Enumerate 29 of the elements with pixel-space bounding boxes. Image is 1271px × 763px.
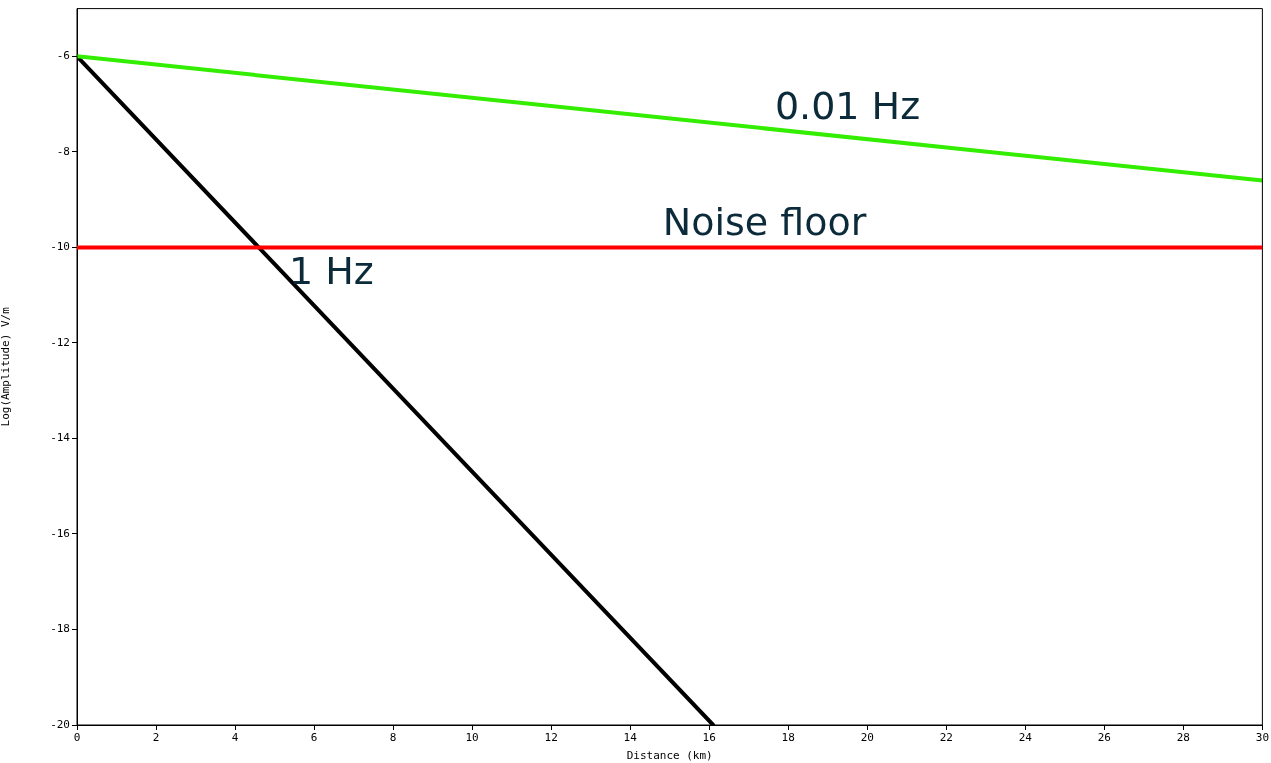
x-tick-label: 12 [544, 731, 558, 745]
x-tick-label: 30 [1255, 731, 1269, 745]
x-tick-label: 16 [702, 731, 716, 745]
x-axis-title: Distance (km) [626, 749, 713, 763]
x-tick-label: 0 [73, 731, 81, 745]
x-tick-label: 8 [389, 731, 397, 745]
x-tick-label: 2 [152, 731, 160, 745]
x-tick-label: 14 [623, 731, 638, 745]
y-tick-label: -16 [50, 526, 70, 540]
x-tick-label: 24 [1018, 731, 1033, 745]
x-tick-label: 20 [860, 731, 874, 745]
y-tick-label: -14 [50, 431, 71, 445]
y-axis-title: Log(Amplitude) V/m [0, 306, 13, 427]
x-tick-label: 28 [1176, 731, 1190, 745]
y-tick-label: -12 [50, 335, 70, 349]
y-tick-label: -6 [56, 49, 70, 63]
x-tick-label: 26 [1097, 731, 1111, 745]
series-label: 1 Hz [288, 248, 374, 293]
series-label: 0.01 Hz [774, 83, 921, 128]
y-tick-label: -8 [56, 144, 70, 158]
x-tick-label: 4 [231, 731, 239, 745]
y-tick-label: -18 [50, 622, 70, 636]
y-tick-label: -20 [50, 717, 70, 731]
x-tick-label: 22 [939, 731, 953, 745]
x-tick-label: 6 [310, 731, 318, 745]
x-tick-label: 10 [465, 731, 479, 745]
x-tick-label: 18 [781, 731, 795, 745]
y-tick-label: -10 [50, 240, 70, 254]
ref-line-label: Noise floor [662, 200, 867, 245]
